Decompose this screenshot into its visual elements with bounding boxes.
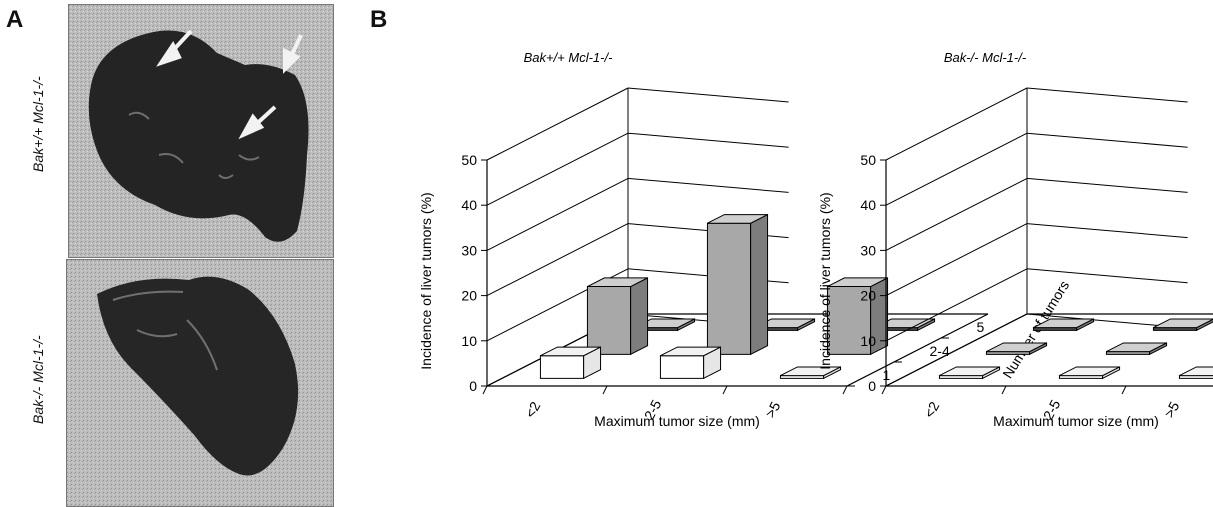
bar xyxy=(779,366,842,380)
bar-face xyxy=(827,277,888,288)
z-tick-label: 5 xyxy=(977,319,985,335)
gridline xyxy=(885,268,1028,342)
gridline xyxy=(1026,223,1188,239)
gridline xyxy=(1026,132,1188,148)
bar xyxy=(1178,366,1213,379)
gridline xyxy=(486,177,629,251)
bar-face xyxy=(1059,366,1120,377)
bar-face xyxy=(540,346,601,357)
gridline xyxy=(1026,268,1188,284)
gridline xyxy=(627,177,789,193)
bar-face xyxy=(1179,366,1213,377)
bar xyxy=(539,346,602,380)
x-tick xyxy=(722,385,728,395)
bar xyxy=(659,346,722,380)
bar-face xyxy=(587,277,648,288)
x-tick xyxy=(482,385,488,395)
liver-photo-top xyxy=(68,4,334,258)
bar-face xyxy=(1106,342,1167,353)
bar-face xyxy=(1033,318,1094,329)
bar xyxy=(586,277,649,356)
y-tick-label: 10 xyxy=(860,333,876,349)
bar-face xyxy=(1196,318,1213,332)
panel-b-letter: B xyxy=(370,6,388,33)
bar-face xyxy=(630,277,649,356)
x-tick xyxy=(1001,385,1007,395)
x-tick xyxy=(881,385,887,395)
gridline xyxy=(1026,87,1188,103)
bar xyxy=(938,366,1001,380)
bar-face xyxy=(1178,375,1213,379)
bar-face xyxy=(750,213,769,356)
bar xyxy=(826,277,889,356)
bar-face xyxy=(660,346,721,357)
bar xyxy=(633,318,696,332)
y-tick-label: 10 xyxy=(461,333,477,349)
bar xyxy=(1105,342,1168,356)
gridline xyxy=(885,177,1028,251)
gridline xyxy=(486,223,629,297)
y-tick-label: 40 xyxy=(461,197,477,213)
gridline xyxy=(885,132,1028,206)
y-tick-label: 50 xyxy=(461,152,477,168)
bar xyxy=(985,342,1048,356)
gridline xyxy=(885,223,1028,297)
gridline xyxy=(1026,177,1188,193)
gridline xyxy=(627,132,789,148)
x-tick-label: >5 xyxy=(762,399,784,421)
bar-face xyxy=(986,342,1047,353)
gridline xyxy=(486,87,629,161)
x-tick xyxy=(602,385,608,395)
bar-face xyxy=(707,214,768,224)
chart-title: Bak-/- Mcl-1-/- xyxy=(944,50,1027,65)
bar xyxy=(1032,318,1095,332)
y-axis-label: Incidence of liver tumors (%) xyxy=(418,192,434,369)
y-tick-label: 30 xyxy=(461,242,477,258)
bar-face xyxy=(1153,318,1213,329)
y-tick-label: 40 xyxy=(860,197,876,213)
bar-face xyxy=(706,222,752,355)
y-tick-label: 20 xyxy=(461,288,477,304)
gridline xyxy=(885,87,1028,161)
y-tick-label: 50 xyxy=(860,152,876,168)
bar xyxy=(706,213,769,356)
y-tick-label: 0 xyxy=(868,378,876,394)
bar-face xyxy=(659,355,705,379)
x-tick-label: >5 xyxy=(1161,399,1183,421)
x-axis-label: Maximum tumor size (mm) xyxy=(594,413,760,429)
chart-title: Bak+/+ Mcl-1-/- xyxy=(524,50,614,65)
bar-face xyxy=(939,366,1000,377)
x-tick-label: <2 xyxy=(522,399,544,421)
bar-face xyxy=(539,355,585,379)
bar-face xyxy=(586,286,632,355)
x-tick xyxy=(842,385,848,395)
bar xyxy=(1058,366,1121,380)
bar-face xyxy=(780,366,841,377)
x-axis-label: Maximum tumor size (mm) xyxy=(993,413,1159,429)
y-axis-label: Incidence of liver tumors (%) xyxy=(817,192,833,369)
y-tick-label: 20 xyxy=(860,288,876,304)
liver-photo-bottom xyxy=(66,259,334,507)
x-tick-label: <2 xyxy=(921,399,943,421)
z-tick-label: 2-4 xyxy=(930,343,950,359)
x-tick xyxy=(1121,385,1127,395)
y-tick-label: 30 xyxy=(860,242,876,258)
arrow-icon xyxy=(156,29,303,140)
gridline xyxy=(486,132,629,206)
bar xyxy=(1152,318,1213,332)
panel-a-letter: A xyxy=(6,6,24,33)
y-tick-label: 0 xyxy=(469,378,477,394)
gridline xyxy=(627,87,789,103)
